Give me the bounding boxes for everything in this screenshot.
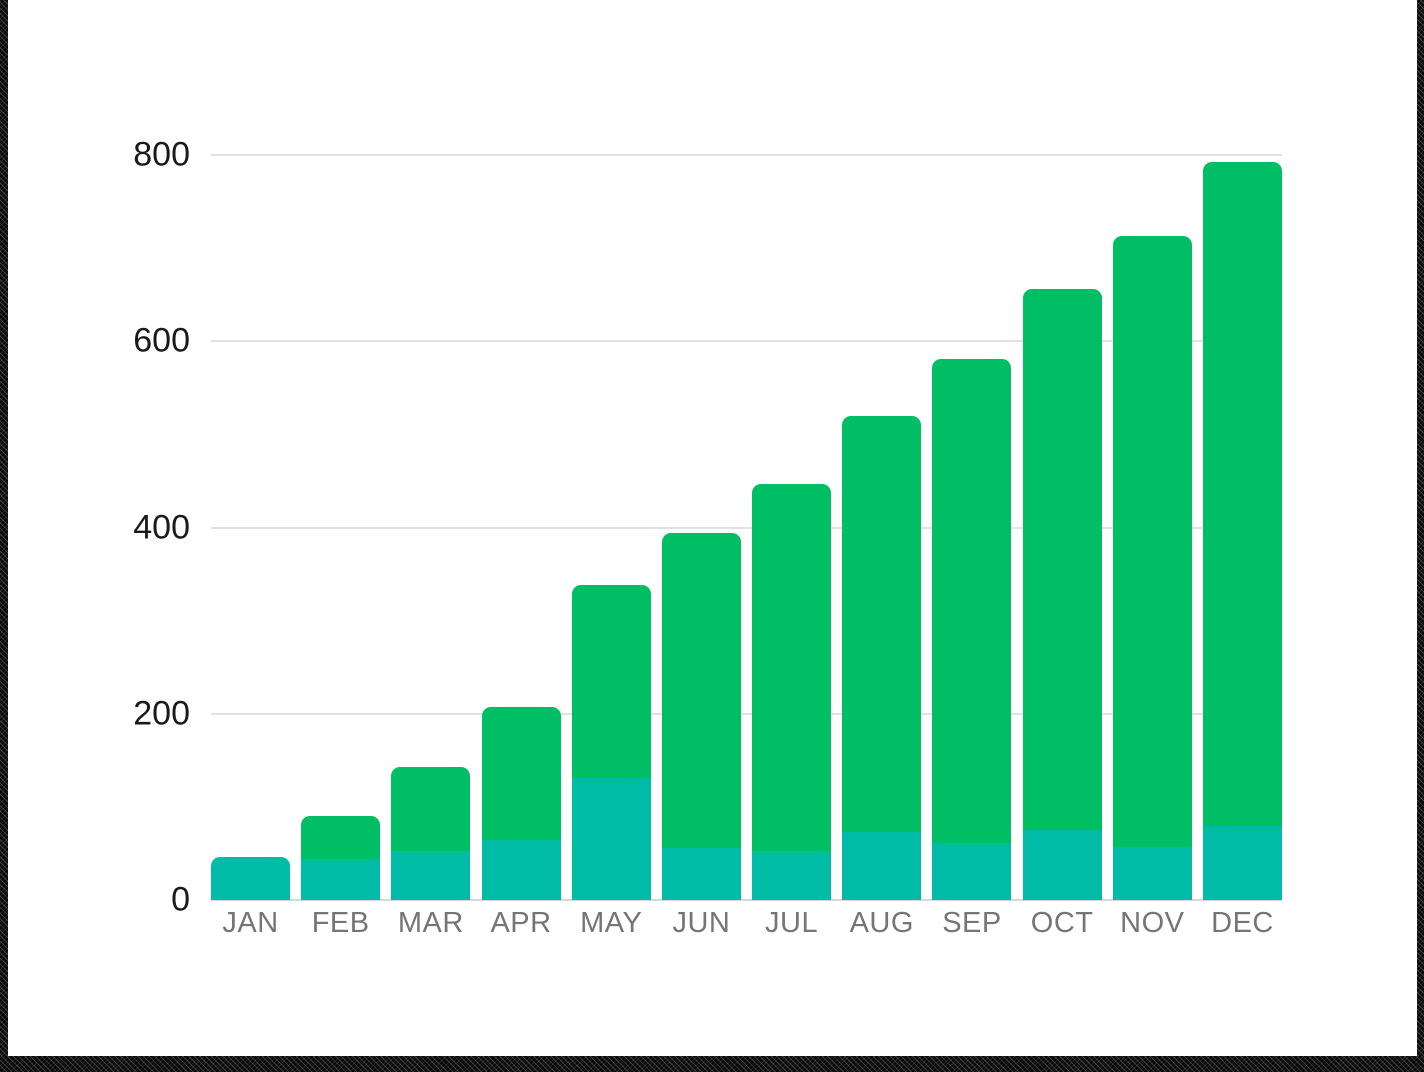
x-axis-label-apr: APR bbox=[490, 907, 552, 939]
bar-dec-segment-bottom-segment-teal bbox=[1203, 826, 1282, 900]
bar-oct-segment-top-segment-green bbox=[1022, 289, 1102, 831]
bar-nov-segment-bottom-segment-teal bbox=[1112, 846, 1192, 900]
x-axis-label-jan: JAN bbox=[222, 907, 279, 939]
x-axis-label-sep: SEP bbox=[942, 907, 1002, 939]
bar-nov-segment-top-segment-green bbox=[1112, 236, 1192, 847]
bar-dec-segment-top-segment-green bbox=[1203, 162, 1282, 827]
x-axis-label-jun: JUN bbox=[672, 907, 731, 939]
x-axis-label-oct: OCT bbox=[1030, 907, 1094, 939]
bar-jul-segment-bottom-segment-teal bbox=[752, 850, 832, 900]
gridline-400 bbox=[211, 526, 1282, 529]
bar-jan-segment-bottom-segment-teal bbox=[211, 857, 290, 900]
y-axis-tick-label: 0 bbox=[171, 880, 190, 919]
bar-mar-segment-bottom-segment-teal bbox=[391, 850, 471, 900]
bar-apr-segment-top-segment-green bbox=[481, 707, 561, 841]
bar-feb-segment-top-segment-green bbox=[301, 816, 381, 860]
bar-apr-segment-bottom-segment-teal bbox=[481, 840, 561, 900]
bar-may-segment-top-segment-green bbox=[571, 585, 651, 778]
y-axis-tick-label: 400 bbox=[133, 508, 190, 546]
bar-sep-segment-bottom-segment-teal bbox=[932, 843, 1012, 900]
screenshot-edge-bottom bbox=[0, 1056, 1424, 1072]
bar-jun-segment-bottom-segment-teal bbox=[661, 847, 741, 900]
bar-sep-segment-top-segment-green bbox=[932, 358, 1012, 844]
screenshot-edge-left bbox=[0, 0, 8, 1072]
x-axis-label-dec: DEC bbox=[1211, 907, 1274, 939]
screenshot-edge-right bbox=[1417, 0, 1424, 1072]
x-axis-line bbox=[211, 899, 1282, 901]
x-axis-label-feb: FEB bbox=[311, 907, 370, 939]
gridline-600 bbox=[211, 340, 1282, 343]
bar-jul-segment-top-segment-green bbox=[752, 483, 832, 851]
bar-feb-segment-bottom-segment-teal bbox=[301, 859, 381, 900]
bar-jun-segment-top-segment-green bbox=[661, 533, 741, 848]
bar-may-segment-bottom-segment-teal bbox=[571, 778, 651, 900]
x-axis-label-aug: AUG bbox=[849, 907, 914, 939]
bar-aug-segment-top-segment-green bbox=[842, 415, 922, 833]
bar-mar-segment-top-segment-green bbox=[391, 766, 471, 851]
y-axis-tick-label: 600 bbox=[133, 321, 190, 360]
bar-oct-segment-bottom-segment-teal bbox=[1022, 830, 1102, 900]
gridline-200 bbox=[211, 712, 1282, 715]
y-axis-tick-label: 200 bbox=[133, 694, 190, 733]
x-axis-label-mar: MAR bbox=[397, 907, 464, 939]
x-axis-label-may: MAY bbox=[580, 907, 643, 939]
y-axis-tick-label: 800 bbox=[133, 135, 190, 174]
gridline-800 bbox=[211, 154, 1282, 156]
bar-aug-segment-bottom-segment-teal bbox=[842, 832, 922, 900]
x-axis-label-nov: NOV bbox=[1120, 907, 1185, 939]
x-axis-label-jul: JUL bbox=[765, 907, 819, 939]
